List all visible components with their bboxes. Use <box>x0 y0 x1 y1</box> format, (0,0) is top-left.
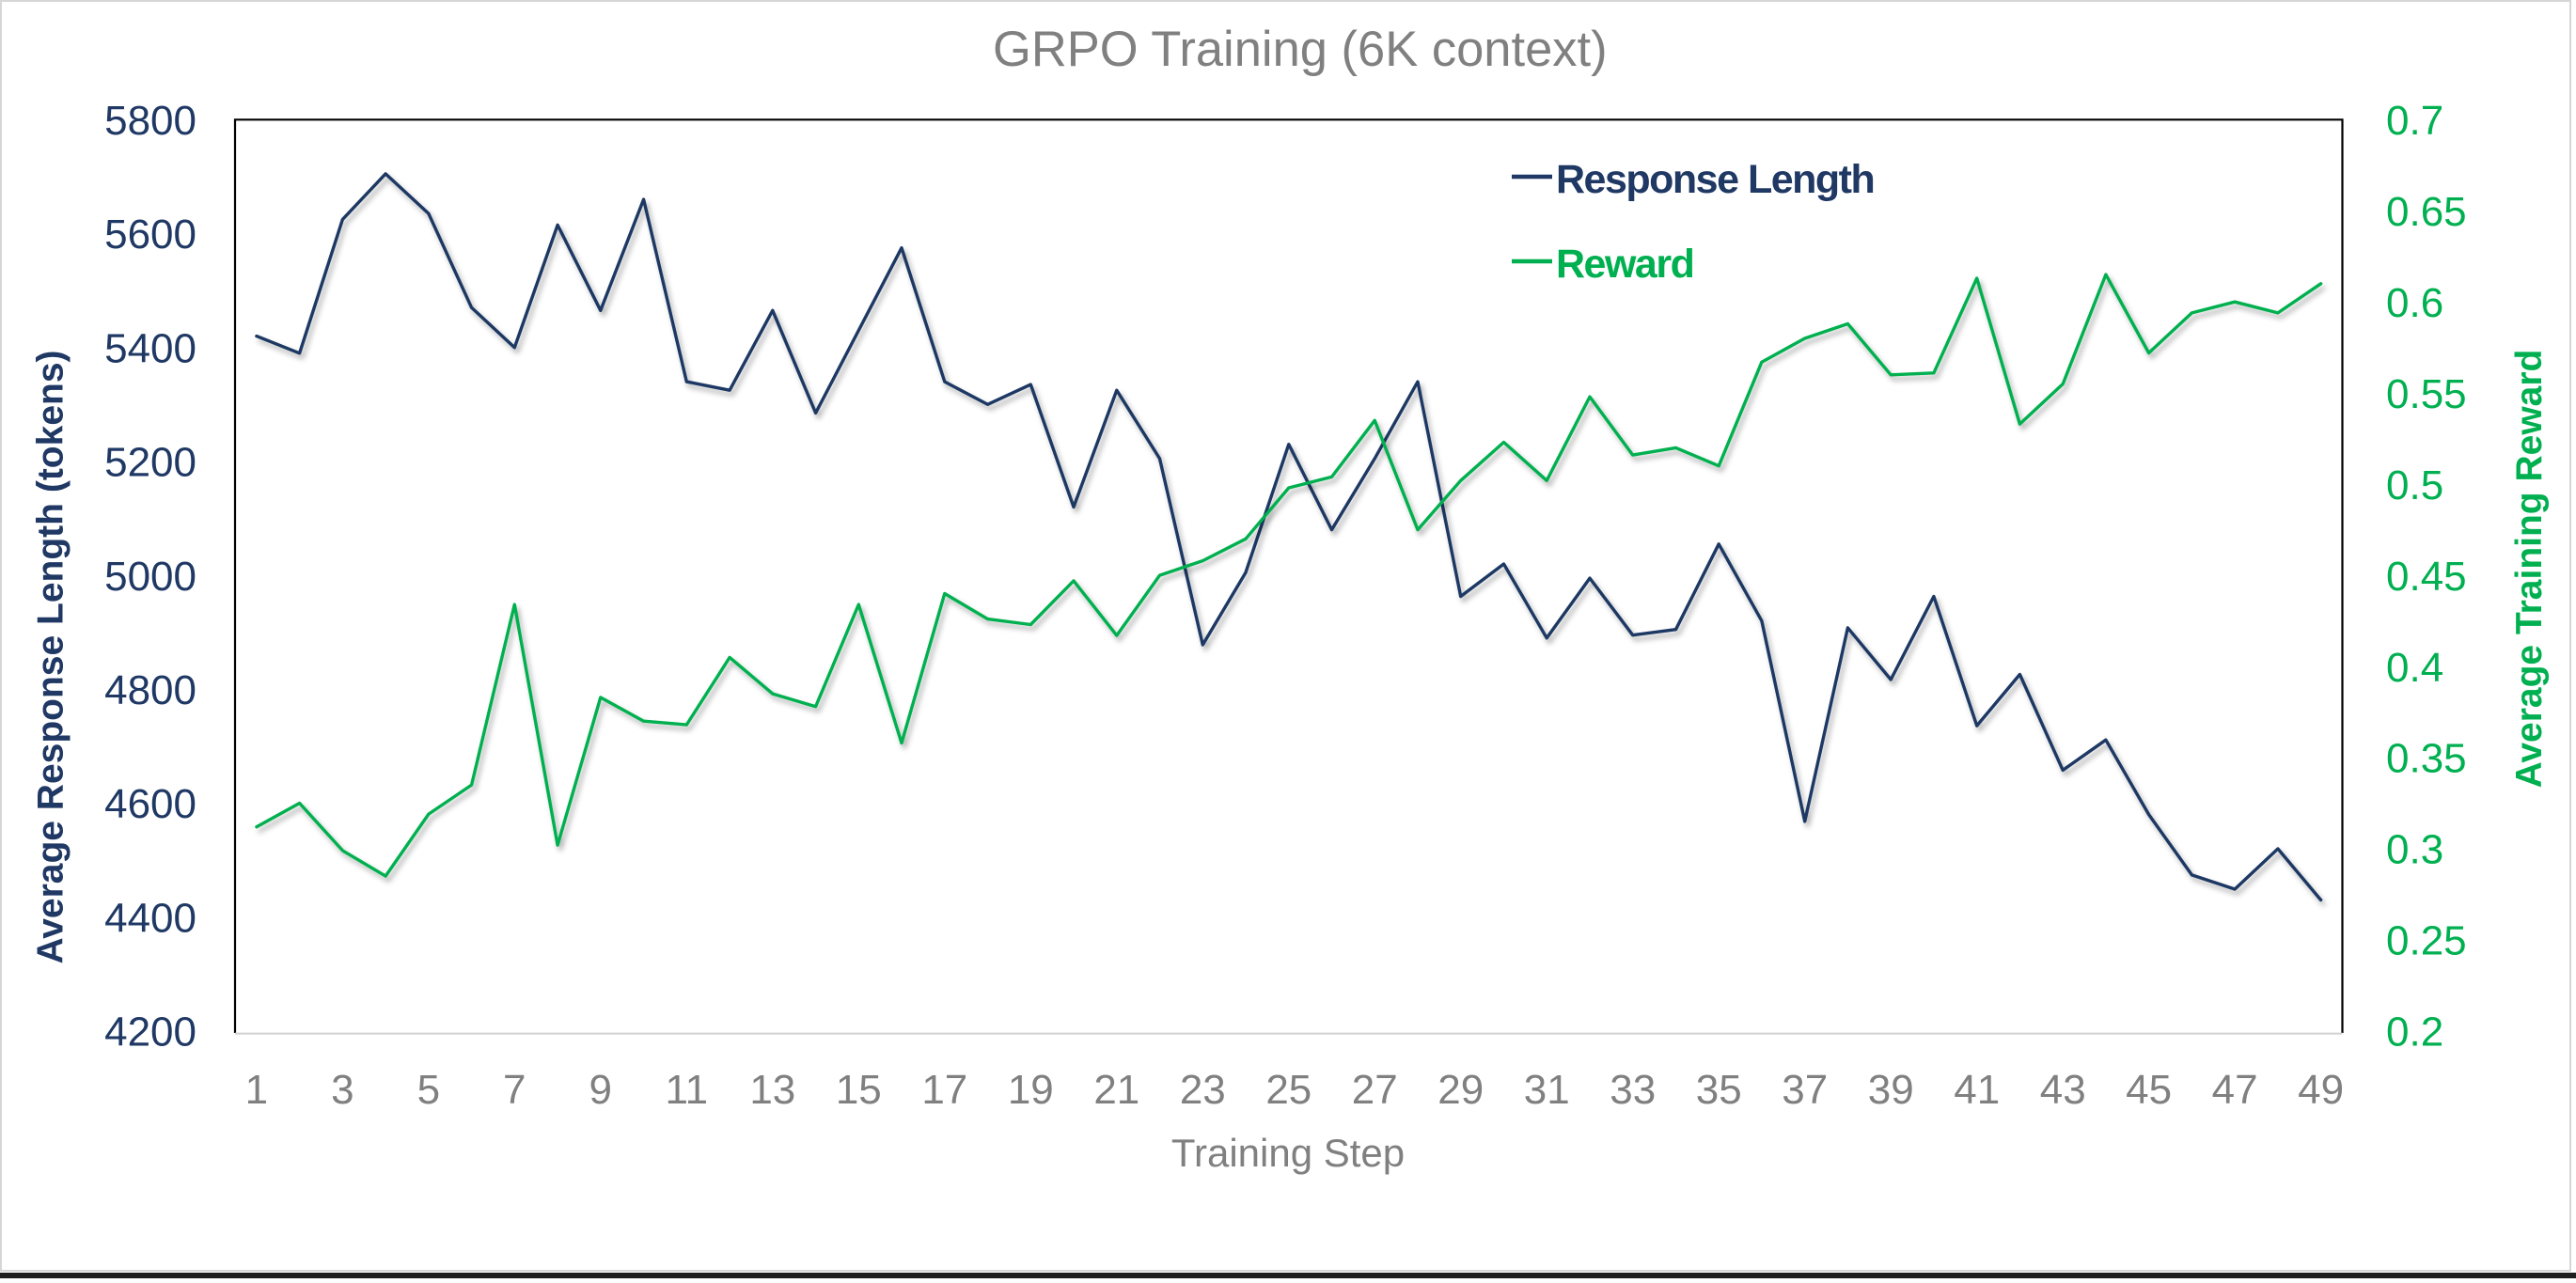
svg-text:7: 7 <box>503 1067 526 1113</box>
svg-text:13: 13 <box>749 1067 795 1113</box>
svg-text:41: 41 <box>1954 1067 2000 1113</box>
svg-text:Training Step: Training Step <box>1171 1131 1405 1175</box>
svg-text:1: 1 <box>245 1067 268 1113</box>
svg-text:29: 29 <box>1437 1067 1484 1113</box>
svg-text:5200: 5200 <box>104 440 196 486</box>
svg-text:0.3: 0.3 <box>2386 827 2443 873</box>
svg-text:3: 3 <box>331 1067 353 1113</box>
svg-text:9: 9 <box>589 1067 612 1113</box>
svg-text:4200: 4200 <box>104 1009 196 1056</box>
svg-text:11: 11 <box>665 1067 708 1113</box>
svg-text:21: 21 <box>1093 1067 1139 1113</box>
svg-text:27: 27 <box>1352 1067 1398 1113</box>
svg-text:43: 43 <box>2040 1067 2086 1113</box>
svg-text:5800: 5800 <box>104 98 196 144</box>
svg-text:39: 39 <box>1868 1067 1914 1113</box>
svg-text:4600: 4600 <box>104 781 196 827</box>
svg-text:0.2: 0.2 <box>2386 1009 2443 1056</box>
svg-text:Response Length: Response Length <box>1556 157 1874 202</box>
svg-text:0.35: 0.35 <box>2386 736 2467 782</box>
svg-text:35: 35 <box>1696 1067 1742 1113</box>
svg-text:Reward: Reward <box>1556 242 1693 287</box>
svg-text:23: 23 <box>1180 1067 1226 1113</box>
svg-text:25: 25 <box>1265 1067 1312 1113</box>
svg-text:31: 31 <box>1524 1067 1570 1113</box>
svg-text:Average Response Length (token: Average Response Length (tokens) <box>30 350 71 963</box>
svg-text:0.4: 0.4 <box>2386 645 2443 691</box>
svg-text:0.55: 0.55 <box>2386 371 2467 417</box>
svg-text:5000: 5000 <box>104 554 196 600</box>
svg-text:4400: 4400 <box>104 895 196 941</box>
svg-text:37: 37 <box>1782 1067 1828 1113</box>
svg-text:5400: 5400 <box>104 325 196 371</box>
svg-text:0.65: 0.65 <box>2386 189 2467 235</box>
svg-text:0.7: 0.7 <box>2386 98 2443 144</box>
svg-text:45: 45 <box>2126 1067 2172 1113</box>
svg-text:GRPO Training (6K context): GRPO Training (6K context) <box>993 22 1608 77</box>
svg-text:0.6: 0.6 <box>2386 280 2443 326</box>
svg-text:5: 5 <box>417 1067 440 1113</box>
svg-text:0.5: 0.5 <box>2386 462 2443 509</box>
svg-text:0.45: 0.45 <box>2386 554 2467 600</box>
svg-text:4800: 4800 <box>104 667 196 713</box>
svg-text:19: 19 <box>1008 1067 1054 1113</box>
svg-text:33: 33 <box>1610 1067 1656 1113</box>
svg-text:49: 49 <box>2298 1067 2344 1113</box>
svg-text:15: 15 <box>836 1067 882 1113</box>
svg-text:5600: 5600 <box>104 211 196 258</box>
svg-text:Average Training Reward: Average Training Reward <box>2509 350 2550 789</box>
svg-text:0.25: 0.25 <box>2386 918 2467 964</box>
svg-text:47: 47 <box>2212 1067 2258 1113</box>
svg-text:17: 17 <box>921 1067 967 1113</box>
